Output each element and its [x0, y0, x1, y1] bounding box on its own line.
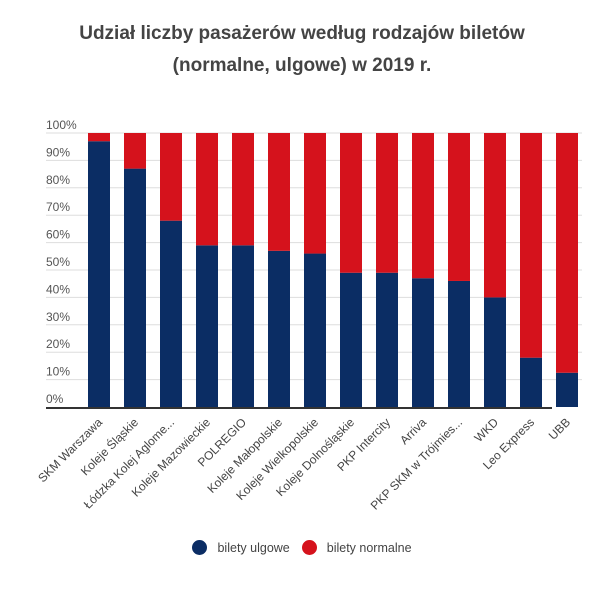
- y-tick-label: 30%: [46, 310, 70, 324]
- bar-normalne[interactable]: [196, 133, 218, 246]
- y-axis-ticks: 0% 10% 20% 30% 40% 50% 60% 70% 80% 90% 100%: [46, 118, 77, 406]
- bar-normalne[interactable]: [556, 133, 578, 373]
- y-tick-label: 10%: [46, 365, 70, 379]
- chart-title-line1: Udział liczby pasażerów według rodzajów …: [79, 23, 525, 44]
- bar-ulgowe[interactable]: [520, 357, 542, 407]
- bar-normalne[interactable]: [160, 133, 182, 221]
- bar-ulgowe[interactable]: [124, 168, 146, 407]
- bar-normalne[interactable]: [448, 133, 470, 281]
- x-tick-label: UBB: [546, 415, 573, 442]
- bar-ulgowe[interactable]: [448, 280, 470, 407]
- bar-ulgowe[interactable]: [340, 272, 362, 407]
- bar-normalne[interactable]: [88, 133, 110, 142]
- x-tick-label: WKD: [471, 415, 501, 445]
- bar-ulgowe[interactable]: [268, 250, 290, 407]
- bar-normalne[interactable]: [376, 133, 398, 273]
- y-tick-label: 100%: [46, 118, 77, 132]
- chart-title-line2: (normalne, ulgowe) w 2019 r.: [172, 55, 432, 76]
- x-tick-label: SKM Warszawa: [35, 415, 105, 485]
- bar-normalne[interactable]: [304, 133, 326, 254]
- bar-ulgowe[interactable]: [196, 245, 218, 407]
- y-tick-label: 70%: [46, 200, 70, 214]
- bar-ulgowe[interactable]: [232, 245, 254, 407]
- bar-normalne[interactable]: [232, 133, 254, 246]
- bar-ulgowe[interactable]: [556, 372, 578, 407]
- legend-item-ulgowe[interactable]: bilety ulgowe: [192, 540, 290, 555]
- bars: [88, 133, 578, 407]
- bar-normalne[interactable]: [268, 133, 290, 251]
- y-tick-label: 40%: [46, 282, 70, 296]
- y-tick-label: 90%: [46, 145, 70, 159]
- bar-normalne[interactable]: [412, 133, 434, 279]
- bar-ulgowe[interactable]: [88, 141, 110, 407]
- legend-marker-ulgowe: [192, 540, 208, 555]
- y-tick-label: 50%: [46, 255, 70, 269]
- legend-marker-normalne: [301, 540, 317, 555]
- y-tick-label: 20%: [46, 337, 70, 351]
- bar-ulgowe[interactable]: [484, 297, 506, 407]
- bar-normalne[interactable]: [340, 133, 362, 273]
- bar-ulgowe[interactable]: [376, 272, 398, 407]
- bar-ulgowe[interactable]: [160, 220, 182, 407]
- legend-item-normalne[interactable]: bilety normalne: [301, 540, 412, 555]
- bar-normalne[interactable]: [520, 133, 542, 358]
- bar-ulgowe[interactable]: [412, 278, 434, 407]
- bar-ulgowe[interactable]: [304, 253, 326, 407]
- y-tick-label: 0%: [46, 392, 64, 406]
- x-tick-label: Arriva: [397, 415, 429, 447]
- legend-label-normalne: bilety normalne: [326, 540, 412, 555]
- legend-label-ulgowe: bilety ulgowe: [217, 540, 290, 555]
- chart-title: Udział liczby pasażerów według rodzajów …: [0, 18, 604, 82]
- y-tick-label: 60%: [46, 228, 70, 242]
- y-tick-label: 80%: [46, 173, 70, 187]
- bar-normalne[interactable]: [124, 133, 146, 169]
- legend: bilety ulgowe bilety normalne: [0, 540, 604, 555]
- bar-normalne[interactable]: [484, 133, 506, 298]
